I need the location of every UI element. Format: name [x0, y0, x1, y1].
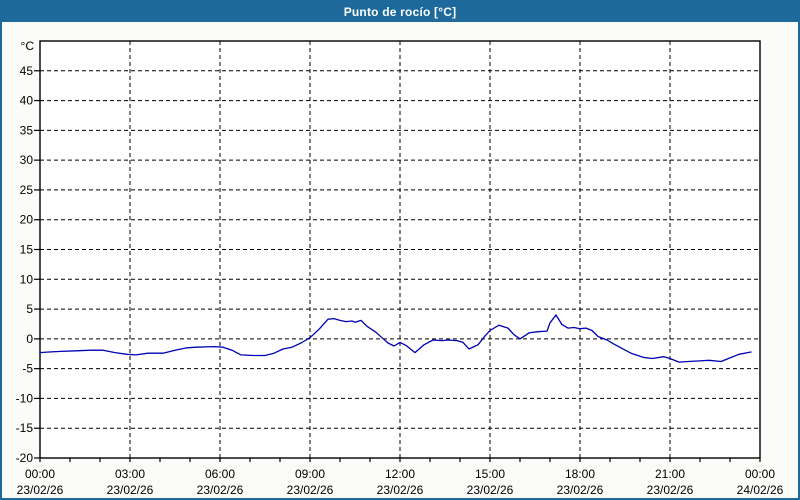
- x-tick-time-label: 18:00: [565, 467, 595, 481]
- x-tick-date-label: 23/02/26: [107, 483, 154, 497]
- x-tick-date-label: 23/02/26: [17, 483, 64, 497]
- dewpoint-chart: -20 -15 -10 -5 0 5 10 15 20 25 30 35 40 45 °C 00:00 23/0…: [16, 39, 784, 497]
- x-tick-time-label: 00:00: [745, 467, 775, 481]
- x-tick-date-label: 23/02/26: [647, 483, 694, 497]
- y-tick-label: 0: [26, 332, 33, 346]
- x-tick-date-label: 23/02/26: [287, 483, 334, 497]
- y-tick-label: 20: [20, 213, 34, 227]
- x-tick-date-label: 24/02/26: [737, 483, 784, 497]
- y-tick-label: -20: [16, 451, 34, 465]
- y-tick-label: 30: [20, 153, 34, 167]
- y-tick-label: -15: [16, 421, 34, 435]
- y-tick-label: -10: [16, 391, 34, 405]
- y-tick-label: 45: [20, 64, 34, 78]
- y-tick-label: 10: [20, 272, 34, 286]
- y-tick-label: -5: [22, 362, 33, 376]
- x-tick-time-label: 06:00: [205, 467, 235, 481]
- window-title: Punto de rocío [°C]: [343, 5, 457, 19]
- x-tick-time-label: 03:00: [115, 467, 145, 481]
- window-titlebar: Punto de rocío [°C]: [2, 2, 798, 22]
- y-tick-label: 15: [20, 243, 34, 257]
- y-tick-label: 25: [20, 183, 34, 197]
- dewpoint-series-line: [39, 314, 752, 363]
- x-tick-time-label: 21:00: [655, 467, 685, 481]
- x-tick-time-label: 12:00: [385, 467, 415, 481]
- y-tick-label: 35: [20, 123, 34, 137]
- x-tick-date-label: 23/02/26: [197, 483, 244, 497]
- x-tick-time-label: 09:00: [295, 467, 325, 481]
- x-tick-time-label: 15:00: [475, 467, 505, 481]
- y-tick-label: 40: [20, 94, 34, 108]
- y-tick-label: 5: [26, 302, 33, 316]
- x-tick-time-label: 00:00: [25, 467, 55, 481]
- x-tick-date-label: 23/02/26: [557, 483, 604, 497]
- x-tick-date-label: 23/02/26: [377, 483, 424, 497]
- chart-container: -20 -15 -10 -5 0 5 10 15 20 25 30 35 40 45 °C 00:00 23/0…: [2, 22, 798, 498]
- x-tick-date-label: 23/02/26: [467, 483, 514, 497]
- y-axis-unit-label: °C: [21, 39, 35, 53]
